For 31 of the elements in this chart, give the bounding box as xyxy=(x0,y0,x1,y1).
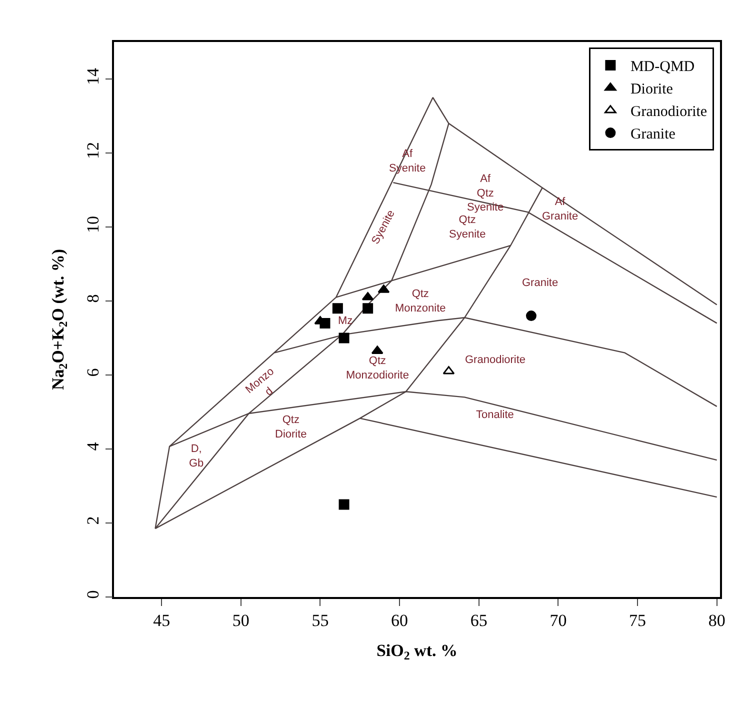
annotation: D, Gb xyxy=(189,443,204,470)
annotation: Tonalite xyxy=(476,409,514,421)
legend-label: MD-QMD xyxy=(630,59,695,76)
y-tick-label: 10 xyxy=(83,216,102,233)
y-tick-label: 12 xyxy=(83,142,102,159)
annotation: Qtz Monzodiorite xyxy=(346,355,409,382)
y-tick-label: 8 xyxy=(83,294,102,303)
x-tick-label: 65 xyxy=(470,611,488,630)
y-tick-label: 4 xyxy=(83,442,102,451)
y-tick-label: 2 xyxy=(83,516,102,525)
y-tick-label: 0 xyxy=(83,590,102,599)
x-axis-title: SiO$_{2}$ wt. % xyxy=(376,641,458,663)
annotation: Granite xyxy=(522,277,558,289)
x-tick-label: 50 xyxy=(232,611,250,630)
y-tick-label: 6 xyxy=(83,368,102,377)
x-tick-label: 80 xyxy=(708,611,726,630)
y-tick-label: 14 xyxy=(83,67,102,85)
x-tick-label: 60 xyxy=(391,611,408,630)
x-tick-label: 45 xyxy=(153,611,170,630)
annotation: Mz xyxy=(338,315,353,327)
legend-label: Granodiorite xyxy=(630,104,708,120)
annotation: Qtz Monzonite xyxy=(395,288,446,314)
x-tick-label: 75 xyxy=(629,611,646,630)
annotation: Granodiorite xyxy=(465,354,526,366)
annotation: Qtz Syenite xyxy=(449,214,486,240)
annotation: Af Qtz Syenite xyxy=(467,173,504,214)
x-tick-label: 55 xyxy=(312,611,329,630)
annotation: Qtz Diorite xyxy=(275,414,307,440)
legend-label: Diorite xyxy=(630,82,674,98)
legend-label: Granite xyxy=(630,126,676,143)
x-tick-label: 70 xyxy=(550,611,567,630)
